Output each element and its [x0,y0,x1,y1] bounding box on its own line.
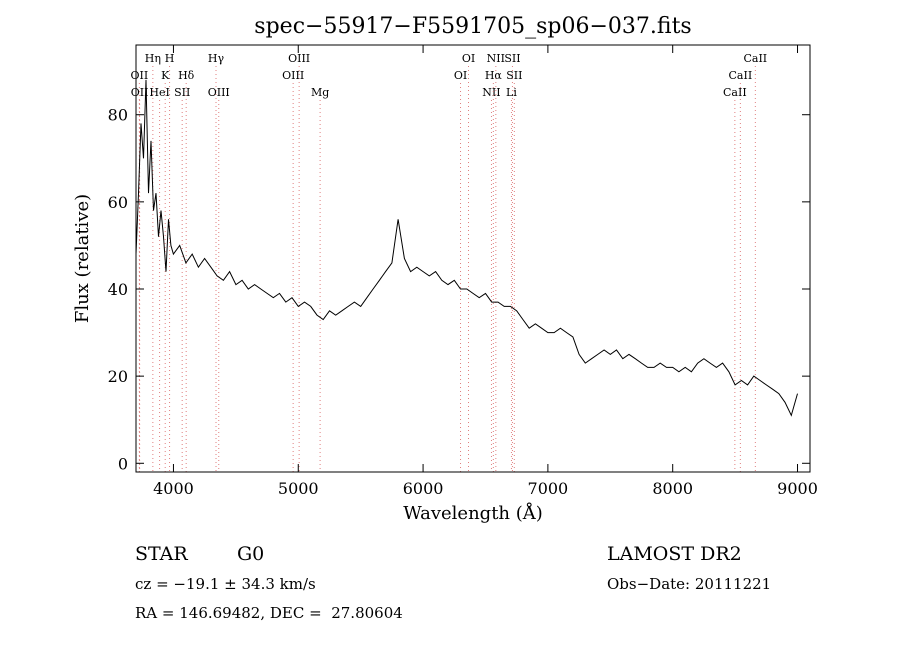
redshift-text: cz = −19.1 ± 34.3 km/s [135,575,316,593]
object-subclass: G0 [237,543,265,565]
y-tick-label: 60 [108,193,128,212]
obs-date-text: Obs−Date: 20111221 [607,575,772,593]
line-label: SII [174,86,190,99]
line-label: Hη [145,52,161,65]
x-tick-label: 5000 [278,479,319,498]
y-axis-label: Flux (relative) [72,194,93,323]
line-label: Hδ [178,69,195,82]
object-class: STAR [135,543,188,565]
line-label: CaII [729,69,753,82]
line-label: HeI [149,86,169,99]
line-label: Mg [311,86,329,99]
line-label: OI [454,69,467,82]
line-label: H [165,52,175,65]
x-tick-label: 4000 [153,479,194,498]
x-tick-label: 7000 [528,479,569,498]
x-tick-label: 8000 [652,479,693,498]
y-tick-label: 0 [118,454,128,473]
line-label: NII [487,52,505,65]
line-label: SII [506,69,522,82]
line-label: Hα [485,69,503,82]
coordinates-text: RA = 146.69482, DEC = 27.80604 [135,604,403,622]
line-label: OIII [288,52,310,65]
x-tick-label: 9000 [777,479,818,498]
line-label: OII [131,86,149,99]
line-label: SII [504,52,520,65]
line-label: OIII [208,86,230,99]
line-label: OI [462,52,475,65]
spectrum-line [135,79,798,417]
line-label: OII [131,69,149,82]
line-label: K [161,69,170,82]
survey-label: LAMOST DR2 [607,543,742,565]
line-label: CaII [723,86,747,99]
plot-frame [135,44,811,473]
line-label: OIII [282,69,304,82]
y-tick-label: 80 [108,106,128,125]
line-label: NII [482,86,500,99]
x-axis-label: Wavelength (Å) [403,502,543,524]
x-tick-label: 6000 [403,479,444,498]
line-label: CaII [743,52,767,65]
line-label: Hγ [208,52,225,65]
y-tick-label: 20 [108,367,128,386]
chart-title: spec−55917−F5591705_sp06−037.fits [254,14,691,39]
line-label: Li [506,86,517,99]
y-tick-label: 40 [108,280,128,299]
